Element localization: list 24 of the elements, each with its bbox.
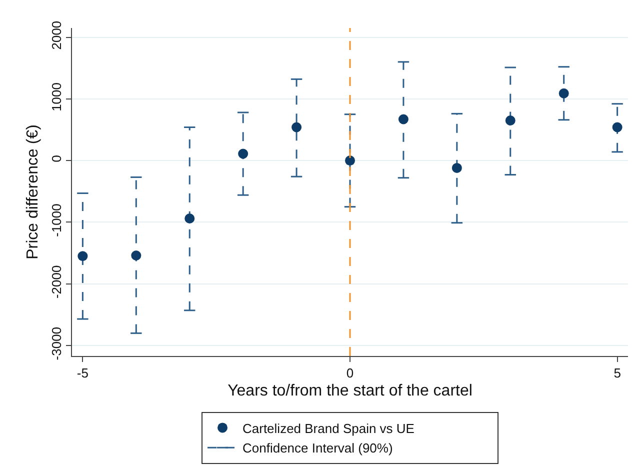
point (345, 156, 355, 166)
point (238, 148, 248, 159)
y-tick-label: -1000 (48, 204, 64, 237)
x-axis-title: Years to/from the start of the cartel (228, 382, 472, 400)
point (131, 250, 142, 260)
point (452, 162, 462, 173)
point (558, 88, 569, 98)
x-tick-label: -5 (76, 366, 88, 381)
x-tick-label: 0 (346, 366, 354, 381)
x-tick-label: 5 (614, 366, 621, 381)
point (292, 122, 302, 132)
y-tick-label: -3000 (48, 326, 64, 360)
point (184, 214, 195, 224)
point (78, 251, 88, 262)
point (505, 115, 516, 126)
y-tick-label: -2000 (48, 265, 64, 299)
y-tick-label: 0 (48, 154, 64, 162)
legend-label: Cartelized Brand Spain vs UE (242, 420, 415, 436)
point (398, 114, 408, 124)
text: Confidence Interval (90%) (242, 440, 393, 456)
point (612, 122, 622, 132)
y-tick-label: 1000 (48, 82, 64, 112)
y-tick-label: 2000 (48, 20, 64, 50)
y-axis-title: Price difference (€) (24, 124, 42, 260)
